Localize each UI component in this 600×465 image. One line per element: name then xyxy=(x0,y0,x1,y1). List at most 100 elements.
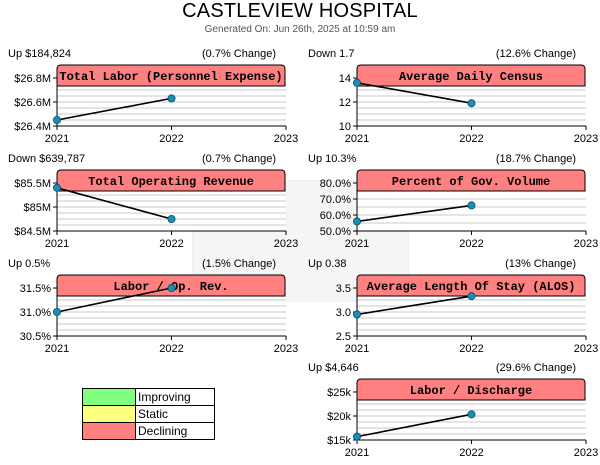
legend-label: Declining xyxy=(135,422,215,440)
data-point-2021 xyxy=(353,217,362,226)
y-tick-label: 30.5% xyxy=(20,331,51,343)
x-tick-label: 2021 xyxy=(345,133,369,145)
x-tick-label: 2023 xyxy=(274,343,298,355)
chart-labor-discharge: $15k $20k $25k 2021 2022 2023 Labor / Discharg… xyxy=(327,378,598,459)
y-tick-label: 70.0% xyxy=(320,194,351,206)
x-tick-label: 2022 xyxy=(459,238,483,250)
x-tick-label: 2022 xyxy=(159,133,183,145)
x-tick-label: 2022 xyxy=(459,343,483,355)
y-tick-label: $85M xyxy=(23,202,51,214)
data-point-2022 xyxy=(467,201,476,210)
x-tick-label: 2022 xyxy=(159,238,183,250)
data-point-2021 xyxy=(53,183,62,192)
chart-title: Labor / Discharge xyxy=(410,384,532,398)
x-tick-label: 2021 xyxy=(45,238,69,250)
x-tick-label: 2022 xyxy=(459,447,483,459)
legend-label: Improving xyxy=(135,388,215,406)
data-point-2022 xyxy=(167,283,176,292)
chart-panel-total-operating-revenue: Down $639,787 (0.7% Change) $84.5M $85M $8… xyxy=(0,153,298,255)
x-tick-label: 2021 xyxy=(45,133,69,145)
chart-panel-labor-discharge: Up $4,646 (29.6% Change) $15k $20k $25k 202… xyxy=(300,362,598,464)
kpi-change-percent: (12.6% Change) xyxy=(495,48,576,60)
kpi-change-percent: (1.5% Change) xyxy=(202,258,276,270)
data-point-2022 xyxy=(167,215,176,224)
y-tick-label: 12 xyxy=(339,97,351,109)
chart-title: Total Operating Revenue xyxy=(88,175,254,189)
kpi-change-amount: Down 1.7 xyxy=(308,48,355,60)
chart-title-banner xyxy=(356,64,586,87)
kpi-change-amount: Up 10.3% xyxy=(308,153,357,165)
legend-row-declining: Declining xyxy=(82,422,215,440)
chart-panel-percent-gov-volume: Up 10.3% (18.7% Change) 50.0% 60.0% 70.0% 8… xyxy=(300,153,598,255)
y-tick-label: $26.8M xyxy=(14,73,51,85)
legend-swatch-improving xyxy=(82,388,136,406)
y-tick-label: $26.4M xyxy=(14,121,51,133)
chart-average-daily-census: 10 12 14 2021 2022 2023 Average Daily Census xyxy=(339,64,598,145)
series-line xyxy=(56,97,172,121)
page-subtitle: Generated On: Jun 26th, 2025 at 10:59 am xyxy=(204,24,396,35)
chart-total-labor: $26.4M $26.6M $26.8M 2021 2022 2023 Total Labo… xyxy=(14,64,298,145)
chart-title-banner xyxy=(356,378,586,401)
y-tick-label: 31.0% xyxy=(20,307,51,319)
kpi-change-percent: (13% Change) xyxy=(505,258,576,270)
data-point-2021 xyxy=(353,310,362,319)
y-tick-label: 3.5 xyxy=(336,283,351,295)
x-tick-label: 2023 xyxy=(274,133,298,145)
data-point-2021 xyxy=(353,432,362,441)
kpi-change-amount: Up 0.5% xyxy=(8,258,51,270)
page-title: CASTLEVIEW HOSPITAL xyxy=(182,0,418,22)
data-point-2022 xyxy=(467,292,476,301)
y-tick-label: $20k xyxy=(327,411,351,423)
kpi-change-amount: Up $184,824 xyxy=(8,48,71,60)
chart-panel-total-labor: Up $184,824 (0.7% Change) $26.4M $26.6M $2… xyxy=(0,48,298,150)
kpi-change-percent: (0.7% Change) xyxy=(202,48,276,60)
y-tick-label: $26.6M xyxy=(14,97,51,109)
chart-percent-gov-volume: 50.0% 60.0% 70.0% 80.0% 2021 2022 2023 Percent … xyxy=(320,169,598,250)
chart-title: Average Daily Census xyxy=(399,70,543,84)
data-point-2021 xyxy=(53,116,62,125)
x-tick-label: 2023 xyxy=(574,133,598,145)
x-tick-label: 2023 xyxy=(274,238,298,250)
chart-panel-alos: Up 0.38 (13% Change) 2.5 3.0 3.5 2021 2022 20… xyxy=(300,258,598,360)
chart-title-banner xyxy=(56,64,286,87)
data-point-2022 xyxy=(467,410,476,419)
y-tick-label: 80.0% xyxy=(320,178,351,190)
chart-title: Percent of Gov. Volume xyxy=(392,175,550,189)
chart-title-banner xyxy=(356,274,586,297)
chart-title-banner xyxy=(356,169,586,192)
kpi-change-amount: Up 0.38 xyxy=(308,258,347,270)
series-line xyxy=(356,413,472,438)
x-tick-label: 2021 xyxy=(345,343,369,355)
chart-total-operating-revenue: $84.5M $85M $85.5M 2021 2022 2023 Total Operat… xyxy=(14,169,298,250)
legend-swatch-static xyxy=(82,405,136,423)
data-point-2021 xyxy=(53,308,62,317)
y-tick-label: 60.0% xyxy=(320,210,351,222)
kpi-change-percent: (29.6% Change) xyxy=(495,362,576,374)
x-tick-label: 2021 xyxy=(345,238,369,250)
legend-row-static: Static xyxy=(82,405,215,423)
data-point-2022 xyxy=(167,94,176,103)
series-line xyxy=(356,82,472,104)
x-tick-label: 2022 xyxy=(159,343,183,355)
chart-title-banner xyxy=(56,169,286,192)
chart-panel-labor-op-rev: Up 0.5% (1.5% Change) 30.5% 31.0% 31.5% 202… xyxy=(0,258,298,360)
y-tick-label: $15k xyxy=(327,435,351,447)
chart-title: Total Labor (Personnel Expense) xyxy=(59,70,282,84)
legend-swatch-declining xyxy=(82,422,136,440)
x-tick-label: 2021 xyxy=(345,447,369,459)
y-tick-label: 2.5 xyxy=(336,331,351,343)
status-legend: Improving Static Declining xyxy=(82,388,215,440)
x-tick-label: 2021 xyxy=(45,343,69,355)
x-tick-label: 2023 xyxy=(574,343,598,355)
legend-row-improving: Improving xyxy=(82,388,215,406)
y-tick-label: $25k xyxy=(327,387,351,399)
x-tick-label: 2022 xyxy=(459,133,483,145)
kpi-change-amount: Down $639,787 xyxy=(8,153,86,165)
y-tick-label: 10 xyxy=(339,121,351,133)
series-line xyxy=(56,287,172,313)
chart-alos: 2.5 3.0 3.5 2021 2022 2023 Average Length Of S… xyxy=(336,274,598,355)
legend-label: Static xyxy=(135,405,215,423)
kpi-change-percent: (18.7% Change) xyxy=(495,153,576,165)
series-line xyxy=(56,187,172,220)
